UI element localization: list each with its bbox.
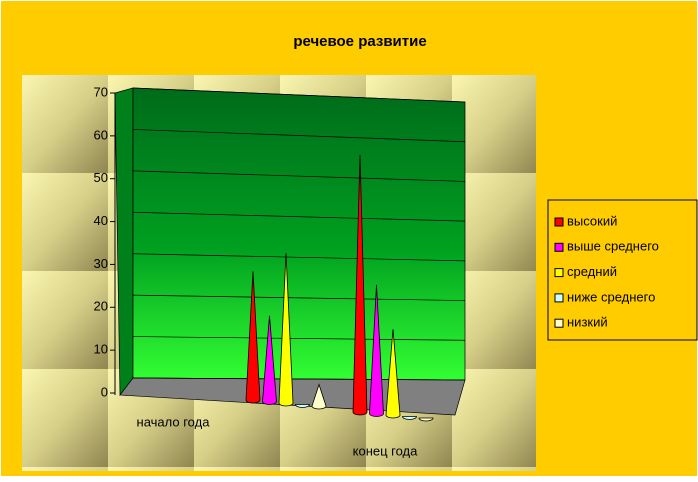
legend: [547, 199, 698, 341]
legend-label: ниже среднего: [567, 289, 655, 304]
cone: [385, 329, 401, 419]
legend-label: низкий: [567, 315, 608, 330]
y-tick-label: 30: [94, 256, 108, 271]
x-tick-label: начало года: [137, 414, 211, 429]
y-tick-label: 20: [94, 299, 108, 314]
cone: [245, 271, 261, 404]
grid-line: [132, 87, 466, 103]
x-tick-label: конец года: [353, 443, 419, 458]
grid-line: [132, 170, 466, 182]
legend-swatch: [554, 242, 564, 252]
cone: [311, 383, 327, 410]
grid-line: [132, 129, 466, 143]
chart-title: речевое развитие: [293, 33, 426, 50]
grid-line: [132, 377, 466, 381]
y-tick-label: 40: [94, 213, 108, 228]
legend-swatch: [554, 293, 564, 303]
grid-line: [132, 211, 466, 222]
cone: [262, 315, 277, 405]
legend-swatch: [554, 217, 564, 227]
y-tick-label: 0: [101, 384, 108, 399]
grid-line: [132, 336, 466, 341]
legend-label: высокий: [567, 213, 617, 228]
cone: [278, 252, 294, 407]
cone: [402, 416, 417, 420]
cone: [418, 417, 434, 422]
back-wall: [132, 87, 466, 381]
grid-line: [132, 294, 466, 301]
y-tick-label: 60: [94, 127, 108, 142]
cone: [369, 284, 384, 417]
grid-line: [132, 253, 466, 262]
y-tick-label: 70: [94, 84, 108, 99]
legend-label: выше среднего: [567, 239, 659, 254]
y-tick-label: 50: [94, 170, 108, 185]
legend-swatch: [554, 318, 564, 328]
legend-label: средний: [567, 264, 617, 279]
cone: [295, 404, 310, 408]
legend-swatch: [554, 268, 564, 278]
y-tick-label: 10: [94, 342, 108, 357]
cone: [352, 154, 368, 416]
